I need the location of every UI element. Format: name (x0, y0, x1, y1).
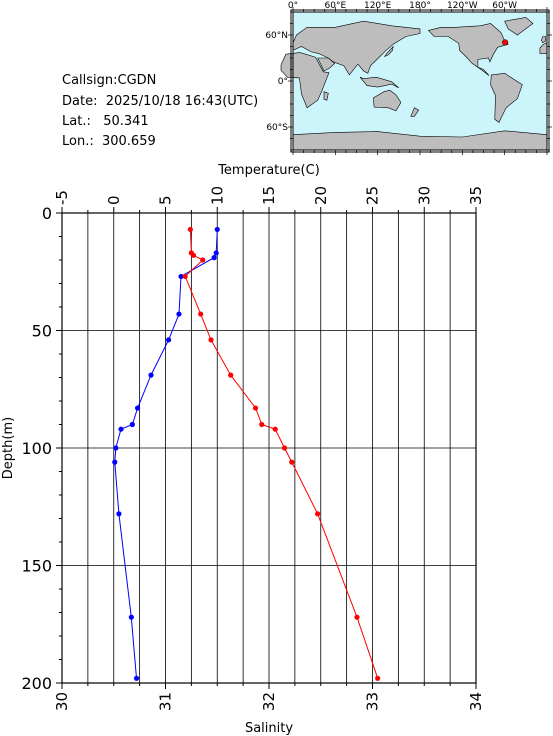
salinity-data-point (252, 405, 259, 411)
station-marker (502, 39, 509, 46)
temperature-data-point (211, 255, 217, 261)
top-axis-tick-label: 25 (364, 186, 382, 205)
temperature-data-point (129, 421, 135, 428)
longitude-label: Lon.: 300.659 (62, 134, 156, 149)
map-land-uk (541, 36, 546, 44)
depth-tick-label: 200 (21, 674, 52, 693)
salinity-data-point (281, 445, 288, 451)
bottom-axis-tick-label: 33 (364, 692, 382, 711)
temperature-data-point (213, 250, 219, 256)
map-lon-tick-label: 180° (409, 1, 431, 11)
map-lat-tick-label: 0° (278, 77, 288, 87)
map-lat-tick-label: 60°N (265, 31, 288, 41)
temperature-data-point (112, 459, 118, 465)
top-axis-tick-label: 15 (260, 186, 278, 205)
temperature-data-point (128, 614, 134, 620)
top-axis-tick-label: 0 (105, 195, 123, 205)
top-axis-tick-label: 30 (415, 186, 433, 205)
map-land-eurasia (292, 20, 421, 76)
map-lon-tick-label: 60°W (492, 1, 517, 11)
top-axis-label: Temperature(C) (217, 163, 320, 178)
bottom-axis-tick-label: 32 (260, 692, 278, 711)
map-land-europe-west (539, 42, 548, 54)
bottom-axis-label: Salinity (245, 721, 293, 736)
temperature-data-point (148, 372, 154, 378)
salinity-data-point (187, 226, 193, 233)
salinity-data-point (375, 675, 381, 681)
map-land-arabia (317, 57, 336, 72)
temperature-profile-line (114, 229, 218, 679)
salinity-data-point (182, 273, 188, 280)
temperature-data-point (166, 337, 172, 343)
top-axis-tick-label: -5 (53, 190, 71, 205)
top-axis-tick-label: 35 (467, 186, 485, 205)
map-land-madagascar (323, 91, 329, 101)
map-lat-tick-label: 60°S (266, 123, 288, 133)
map-land-indonesia (359, 76, 399, 89)
salinity-data-point (289, 459, 295, 465)
temperature-data-point (134, 405, 141, 411)
salinity-data-point (208, 337, 214, 343)
salinity-data-point (272, 426, 278, 432)
temperature-data-point (133, 675, 140, 681)
map-land-australia (373, 89, 402, 112)
map-land-japan (383, 45, 394, 58)
salinity-data-point (315, 511, 321, 517)
salinity-profile-line (184, 229, 379, 679)
top-axis-tick-label: 20 (312, 186, 330, 205)
latitude-label: Lat.: 50.341 (62, 114, 149, 129)
map-lon-tick-label: 0° (288, 1, 298, 11)
temperature-data-point (214, 226, 220, 233)
top-axis-tick-label: 5 (157, 195, 175, 205)
callsign-label: Callsign:CGDN (62, 73, 157, 88)
depth-tick-label: 50 (32, 322, 52, 341)
bottom-axis-tick-label: 31 (157, 692, 175, 711)
top-axis-tick-label: 10 (208, 186, 226, 205)
map-land-new-zealand (410, 107, 420, 117)
bottom-axis-tick-label: 30 (53, 692, 71, 711)
salinity-data-point (228, 372, 234, 378)
map-land-greenland (504, 17, 534, 36)
temperature-data-point (116, 511, 122, 517)
map-land-south-america (490, 72, 523, 123)
salinity-data-point (259, 421, 265, 428)
date-label: Date: 2025/10/18 16:43(UTC) (62, 94, 259, 109)
map-land-north-america (427, 23, 509, 76)
depth-tick-label: 0 (42, 204, 52, 223)
salinity-data-point (354, 614, 360, 620)
temperature-data-point (113, 445, 119, 451)
temperature-data-point (176, 311, 182, 317)
salinity-data-point (200, 257, 206, 263)
depth-axis-label: Depth(m) (1, 417, 16, 479)
depth-tick-label: 100 (21, 439, 52, 458)
depth-tick-label: 150 (21, 557, 52, 576)
temperature-data-point (178, 273, 184, 280)
map-lon-tick-label: 60°E (325, 1, 347, 11)
map-lon-tick-label: 120°W (447, 1, 478, 11)
map-lon-tick-label: 120°E (364, 1, 392, 11)
temperature-data-point (118, 426, 124, 432)
salinity-data-point (198, 311, 204, 317)
salinity-data-point (190, 252, 197, 258)
bottom-axis-tick-label: 34 (467, 692, 485, 711)
